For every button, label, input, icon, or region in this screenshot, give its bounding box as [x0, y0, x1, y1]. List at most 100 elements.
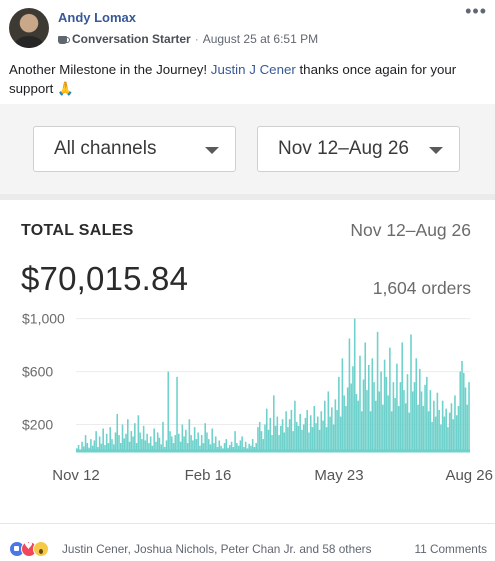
sales-bar — [190, 435, 192, 451]
mention-link[interactable]: Justin J Cener — [210, 62, 296, 77]
sales-bar — [118, 435, 120, 451]
sales-bar — [468, 382, 470, 451]
reaction-icons[interactable] — [9, 541, 49, 557]
sales-bar — [422, 405, 425, 451]
sales-bar — [389, 347, 391, 451]
sales-bar — [102, 428, 104, 451]
sales-bar — [156, 432, 159, 451]
sales-bar — [362, 379, 365, 451]
chevron-down-icon — [205, 147, 219, 154]
channel-select[interactable]: All channels — [33, 126, 236, 172]
sales-bar — [114, 432, 117, 451]
author-avatar[interactable] — [9, 8, 49, 48]
sales-bar — [313, 405, 316, 451]
sales-bar — [424, 384, 426, 451]
sales-bar — [443, 416, 446, 451]
reactions-bar: Justin Cener, Joshua Nichols, Peter Chan… — [0, 523, 495, 561]
sales-bar — [135, 443, 138, 451]
sales-bar — [331, 407, 333, 451]
sales-bar — [403, 390, 405, 451]
sales-bar — [211, 428, 214, 451]
sales-bar — [273, 395, 275, 451]
attached-screenshot[interactable]: All channels Nov 12–Aug 26 TOTAL SALES N… — [0, 104, 495, 523]
sales-bar — [79, 449, 82, 451]
post-text: Another Milestone in the Journey! Justin… — [9, 60, 487, 98]
sales-bar — [91, 445, 94, 451]
sales-bar — [410, 334, 412, 451]
sales-bar — [353, 318, 356, 451]
sales-bar — [130, 431, 133, 451]
sales-bar — [121, 424, 124, 451]
sales-bar — [253, 447, 256, 451]
sales-bar — [433, 400, 435, 451]
author-name[interactable]: Andy Lomax — [58, 10, 137, 25]
comments-count[interactable]: 11 Comments — [414, 542, 487, 556]
member-badge[interactable]: Conversation Starter — [72, 32, 191, 46]
sales-bar — [200, 435, 203, 451]
sales-bar — [360, 411, 363, 451]
sales-bar — [77, 445, 80, 451]
sales-bar — [267, 429, 270, 451]
sales-bar — [216, 447, 219, 451]
sales-bar — [186, 443, 189, 451]
sales-bar — [290, 409, 293, 451]
sales-bar — [158, 437, 161, 451]
sales-bar — [447, 427, 449, 451]
sales-bar — [276, 416, 279, 451]
sales-bar — [139, 432, 141, 451]
more-options-icon[interactable]: ••• — [465, 1, 487, 21]
sales-bar — [364, 342, 367, 451]
sales-bar — [218, 440, 221, 451]
date-range-value: Nov 12–Aug 26 — [278, 138, 409, 159]
sales-bar — [125, 433, 127, 451]
sales-bar — [163, 447, 166, 451]
sales-bar — [306, 409, 308, 451]
sales-bar — [230, 441, 233, 451]
sales-bar — [137, 415, 140, 451]
sales-bar — [97, 447, 99, 451]
sales-bar — [396, 363, 398, 451]
sales-bar — [373, 382, 375, 451]
sales-bar — [454, 395, 456, 451]
sales-bar — [417, 404, 419, 451]
sales-bar — [387, 395, 389, 451]
sales-bar — [339, 416, 342, 451]
sales-bar — [160, 444, 163, 451]
sales-bar — [199, 445, 201, 451]
sales-bar — [207, 439, 210, 451]
sales-bar — [232, 447, 235, 451]
sales-bar — [76, 448, 78, 451]
sales-bar — [123, 438, 126, 451]
sales-bar — [378, 391, 381, 451]
sales-bar — [375, 400, 377, 451]
sales-bar — [408, 412, 411, 451]
sales-bar — [406, 374, 409, 451]
sales-bar — [257, 427, 259, 451]
sales-bar — [390, 411, 393, 451]
sales-bar — [260, 431, 263, 451]
sales-bar — [149, 436, 152, 451]
sales-bar — [345, 405, 347, 451]
x-tick-label: Aug 26 — [445, 467, 493, 484]
date-range-select[interactable]: Nov 12–Aug 26 — [257, 126, 460, 172]
sales-bar — [214, 436, 217, 451]
sales-bar — [112, 444, 115, 451]
sales-bar — [162, 421, 164, 451]
sales-bar — [167, 371, 170, 451]
post-header: Andy Lomax Conversation Starter · August… — [0, 0, 495, 56]
sales-bar — [244, 441, 247, 451]
x-tick-label: Feb 16 — [185, 467, 232, 484]
sales-bar — [183, 436, 185, 451]
post-timestamp[interactable]: August 25 at 6:51 PM — [202, 32, 319, 46]
sales-bar — [448, 412, 451, 451]
sales-bar — [418, 368, 421, 451]
sales-bar — [385, 376, 388, 451]
sales-bar — [426, 376, 428, 451]
sales-bar — [367, 364, 370, 451]
sales-bar — [236, 443, 238, 451]
sales-bar — [318, 429, 321, 451]
sales-bar — [315, 423, 317, 451]
sales-bar — [179, 441, 182, 451]
reaction-names[interactable]: Justin Cener, Joshua Nichols, Peter Chan… — [62, 542, 372, 556]
sales-bar — [355, 394, 358, 451]
